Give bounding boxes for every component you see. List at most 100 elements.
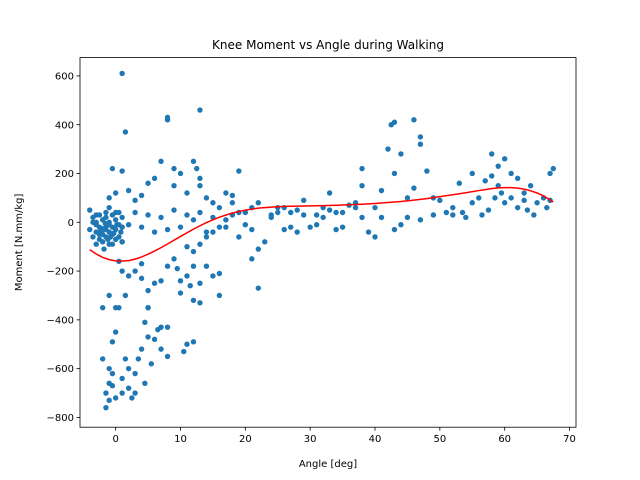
data-point [171,207,176,212]
data-point [223,217,228,222]
data-point [262,239,267,244]
data-point [116,234,121,239]
data-point [165,354,170,359]
data-point [152,281,157,286]
data-point [444,210,449,215]
data-point [515,176,520,181]
data-point [521,198,526,203]
data-point [437,198,442,203]
data-point [94,242,99,247]
data-point [142,381,147,386]
data-point [191,159,196,164]
data-point [249,227,254,232]
data-point [139,346,144,351]
data-point [106,222,111,227]
data-point [101,246,106,251]
data-point [197,183,202,188]
data-point [136,356,141,361]
data-point [333,210,338,215]
data-point [149,361,154,366]
data-point [90,220,95,225]
data-point [217,293,222,298]
data-point [139,276,144,281]
data-point [489,173,494,178]
data-point [256,246,261,251]
data-point [100,227,105,232]
data-point [184,244,189,249]
data-point [534,200,539,205]
data-point [113,395,118,400]
data-point [145,305,150,310]
data-point [194,166,199,171]
data-point [411,117,416,122]
data-point [87,227,92,232]
data-point [145,212,150,217]
data-point [145,288,150,293]
data-point [100,356,105,361]
data-point [359,183,364,188]
data-point [97,232,102,237]
data-point [110,383,115,388]
data-point [178,290,183,295]
data-point [126,222,131,227]
data-point [119,224,124,229]
y-tick-label: −200 [47,267,74,278]
data-point [531,212,536,217]
data-point [223,190,228,195]
chart-title: Knee Moment vs Angle during Walking [212,38,444,52]
data-point [165,263,170,268]
data-point [123,356,128,361]
data-point [460,210,465,215]
data-point [392,171,397,176]
data-point [119,239,124,244]
data-point [197,176,202,181]
data-point [191,217,196,222]
data-point [132,210,137,215]
data-point [204,229,209,234]
data-point [119,215,124,220]
data-point [327,190,332,195]
data-point [547,171,552,176]
data-point [204,195,209,200]
data-point [492,195,497,200]
data-point [118,229,123,234]
data-point [476,195,481,200]
data-point [204,234,209,239]
data-point [405,215,410,220]
data-point [379,188,384,193]
data-point [217,205,222,210]
data-point [110,166,115,171]
data-point [502,200,507,205]
data-point [123,129,128,134]
data-point [114,222,119,227]
data-point [139,224,144,229]
data-point [243,222,248,227]
data-point [256,200,261,205]
data-point [521,190,526,195]
data-point [392,227,397,232]
y-tick-label: 0 [68,218,74,229]
data-point [113,190,118,195]
data-point [392,120,397,125]
data-point [424,168,429,173]
y-tick-label: 600 [55,71,74,82]
data-point [314,222,319,227]
y-tick-label: 400 [55,120,74,131]
data-point [379,215,384,220]
x-tick-label: 20 [239,434,252,445]
data-point [191,249,196,254]
data-point [288,210,293,215]
data-point [366,229,371,234]
data-point [165,115,170,120]
data-point [181,349,186,354]
data-point [158,159,163,164]
data-point [479,212,484,217]
data-point [508,171,513,176]
data-point [184,212,189,217]
data-point [184,342,189,347]
data-point [372,234,377,239]
data-point [411,185,416,190]
y-tick-label: −800 [47,413,74,424]
data-point [385,146,390,151]
data-point [236,234,241,239]
